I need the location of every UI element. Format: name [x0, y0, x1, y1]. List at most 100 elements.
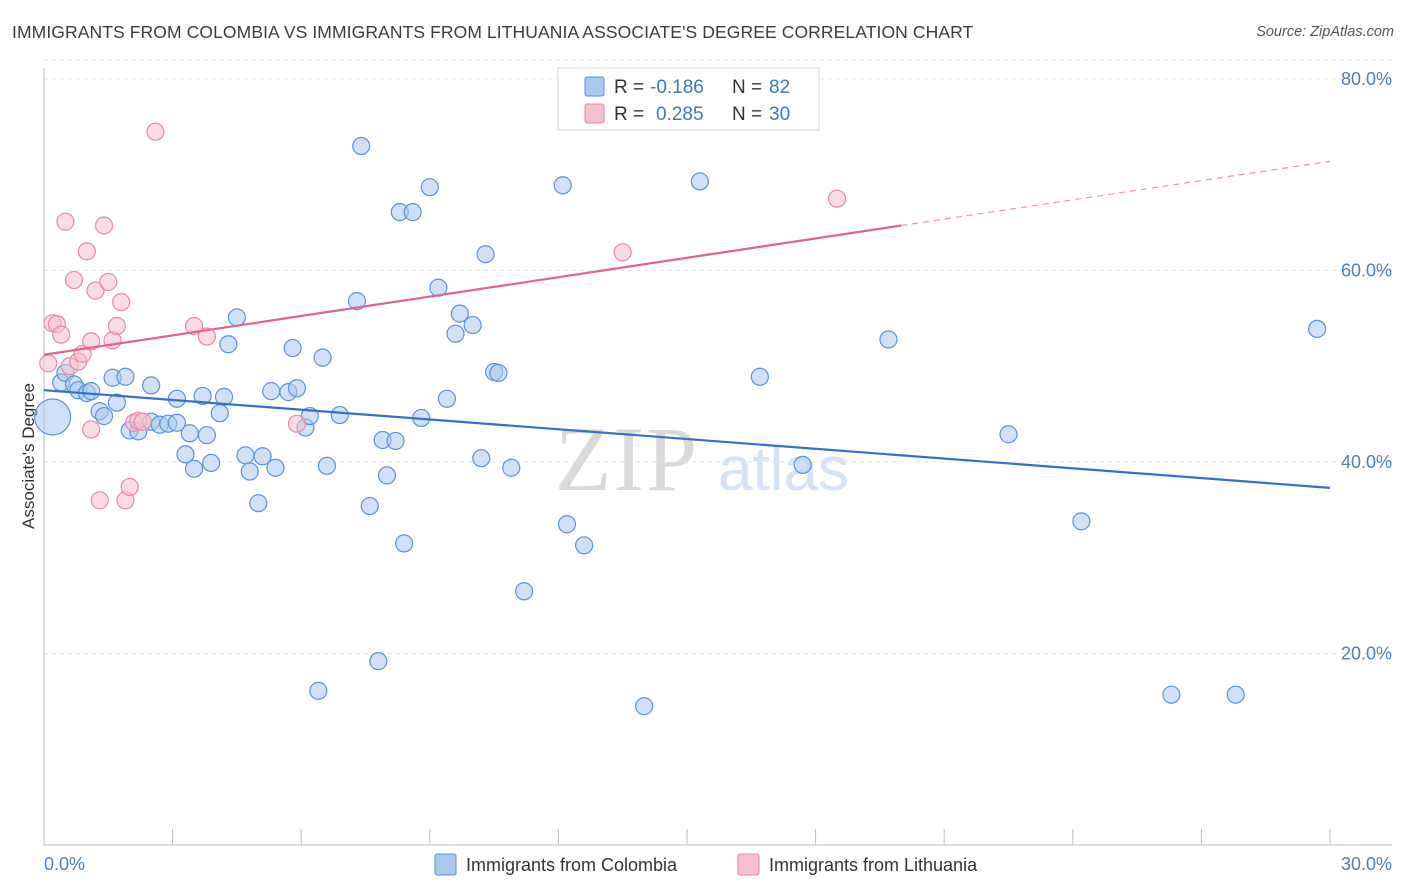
- colombia-point: [240, 462, 259, 481]
- lithuania-point: [94, 216, 114, 235]
- lithuania-trend-line: [43, 224, 902, 356]
- colombia-point: [450, 304, 469, 323]
- legend-r-value-lithuania: 0.285: [656, 104, 704, 125]
- colombia-point: [167, 413, 186, 432]
- colombia-point: [253, 447, 272, 466]
- bottom-legend-label-lithuania: Immigrants from Lithuania: [769, 855, 978, 875]
- colombia-point: [197, 426, 216, 445]
- source-credit: Source: ZipAtlas.com: [1256, 24, 1394, 40]
- lithuania-points: [39, 122, 847, 510]
- colombia-point: [360, 496, 379, 516]
- lithuania-point: [287, 414, 307, 433]
- legend-r-label-colombia: R =: [614, 77, 644, 98]
- colombia-point: [352, 136, 371, 156]
- chart-title: IMMIGRANTS FROM COLOMBIA VS IMMIGRANTS F…: [12, 22, 974, 42]
- lithuania-point: [64, 270, 84, 290]
- x-axis-ticks: [43, 829, 1331, 845]
- colombia-point: [116, 367, 135, 386]
- colombia-point: [403, 202, 422, 222]
- colombia-point: [184, 459, 204, 478]
- trend-lines: [43, 160, 1331, 489]
- legend-r-label-lithuania: R =: [614, 104, 644, 125]
- lithuania-point: [112, 292, 131, 312]
- colombia-point: [82, 382, 101, 401]
- colombia-trend-line: [43, 389, 1331, 489]
- bottom-legend-label-colombia: Immigrants from Colombia: [466, 855, 678, 875]
- lithuania-trend-extension: [901, 160, 1331, 227]
- colombia-point: [180, 424, 199, 443]
- lithuania-point: [146, 122, 165, 141]
- x-tick-label-min: 0.0%: [44, 854, 85, 874]
- colombia-point: [476, 245, 495, 264]
- colombia-point: [1308, 319, 1327, 339]
- colombia-point: [1072, 512, 1091, 531]
- lithuania-point: [90, 491, 109, 510]
- y-tick-label-40: 40.0%: [1341, 452, 1392, 472]
- legend-swatch-colombia: [584, 76, 605, 97]
- colombia-point: [330, 405, 349, 425]
- colombia-point: [219, 335, 238, 354]
- colombia-point: [515, 582, 534, 601]
- legend-n-label-lithuania: N =: [732, 104, 762, 125]
- lithuania-point: [56, 212, 75, 231]
- watermark: ZIP atlas: [555, 408, 849, 510]
- colombia-point: [214, 387, 234, 406]
- colombia-point: [690, 172, 709, 191]
- legend-r-value-colombia: -0.186: [650, 77, 704, 98]
- lithuania-point: [827, 189, 847, 208]
- colombia-point: [437, 389, 457, 408]
- colombia-point: [347, 292, 367, 311]
- colombia-point: [489, 363, 508, 383]
- colombia-point: [142, 376, 161, 395]
- lithuania-point: [133, 412, 152, 431]
- colombia-point: [472, 449, 491, 468]
- colombia-point: [210, 404, 229, 423]
- colombia-point: [377, 466, 397, 485]
- colombia-point: [317, 456, 337, 475]
- lithuania-point: [613, 243, 632, 262]
- colombia-point: [193, 386, 212, 406]
- lithuania-point: [99, 272, 118, 292]
- colombia-point: [369, 652, 388, 671]
- colombia-points: [33, 136, 1327, 716]
- lithuania-point: [77, 242, 96, 261]
- colombia-point: [502, 458, 521, 477]
- colombia-point: [750, 367, 769, 386]
- x-tick-label-max: 30.0%: [1341, 854, 1392, 874]
- colombia-point: [635, 697, 654, 716]
- lithuania-point: [52, 325, 71, 344]
- colombia-point: [236, 446, 255, 465]
- colombia-point: [463, 315, 482, 335]
- lithuania-point: [197, 327, 216, 346]
- colombia-point: [309, 681, 328, 700]
- gridlines: [44, 59, 1392, 654]
- colombia-point: [94, 406, 114, 426]
- colombia-point: [557, 515, 577, 534]
- colombia-point: [394, 534, 414, 553]
- lithuania-point: [82, 420, 101, 439]
- colombia-point: [227, 308, 246, 327]
- legend-n-label-colombia: N =: [732, 77, 762, 98]
- legend-n-value-lithuania: 30: [769, 104, 790, 125]
- colombia-point: [446, 324, 465, 343]
- colombia-point: [1226, 685, 1245, 704]
- lithuania-point: [107, 316, 126, 336]
- colombia-point: [879, 330, 898, 349]
- lithuania-point: [184, 316, 204, 336]
- colombia-point: [793, 455, 812, 474]
- y-tick-label-80: 80.0%: [1341, 69, 1392, 89]
- lithuania-point: [120, 477, 139, 496]
- colombia-point: [575, 536, 594, 555]
- bottom-legend-swatch-lithuania: [737, 853, 760, 876]
- legend-swatch-lithuania: [584, 103, 605, 124]
- colombia-point: [999, 425, 1018, 444]
- colombia-point: [1162, 685, 1181, 704]
- colombia-point: [313, 348, 332, 367]
- colombia-point: [176, 445, 195, 464]
- colombia-point: [33, 398, 72, 436]
- colombia-point: [420, 178, 439, 197]
- colombia-point: [262, 382, 281, 401]
- y-axis-tick-labels: 20.0% 40.0% 60.0% 80.0%: [1341, 69, 1392, 664]
- colombia-point: [283, 338, 302, 358]
